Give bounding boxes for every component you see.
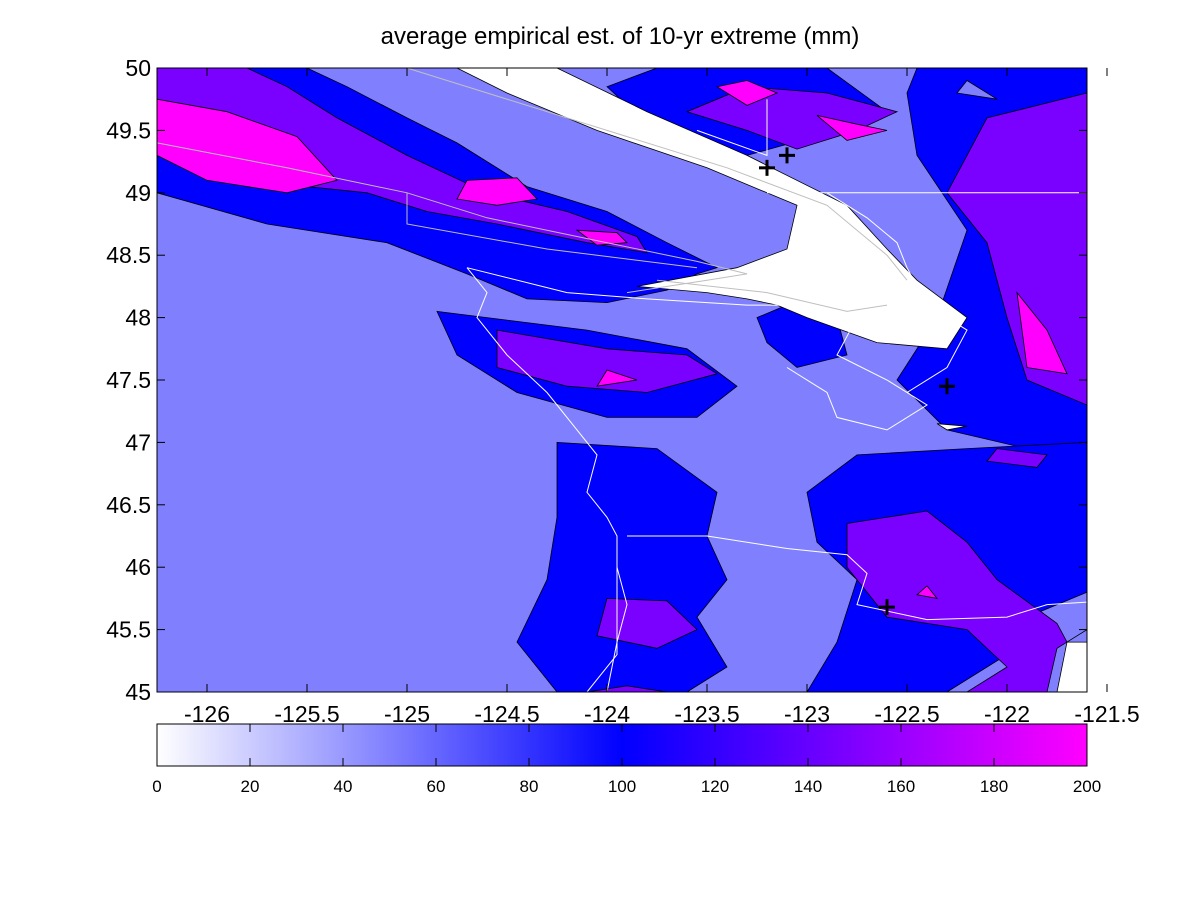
y-tick-label: 47.5 <box>106 367 151 393</box>
x-tick-label: -123.5 <box>674 701 739 727</box>
coastline <box>406 192 698 269</box>
contour-region-violet <box>846 510 1087 692</box>
x-tick-label: -123 <box>784 701 830 727</box>
x-tick-label: -124.5 <box>474 701 539 727</box>
colorbar-ticks: 0 20 40 60 80 100 120 140 160 180 200 <box>152 724 1101 796</box>
contour-region-magenta <box>456 177 538 206</box>
y-tick-label: 46 <box>125 554 151 580</box>
coastline <box>466 267 628 692</box>
contour-region-magenta <box>816 115 888 141</box>
y-tick-label: 50 <box>125 55 151 81</box>
contour-region-violet <box>157 68 648 254</box>
contour-region-magenta <box>1016 291 1068 375</box>
coastline <box>406 68 908 281</box>
y-tick-label: 49.5 <box>106 117 151 143</box>
colorbar-tick-label: 140 <box>794 777 822 796</box>
x-axis-ticks: -126 -125.5 -125 -124.5 -124 -123.5 -123 -122.5… <box>184 68 1140 727</box>
coastline <box>466 267 928 431</box>
y-tick-label: 48 <box>125 305 151 331</box>
x-tick-label: -122 <box>984 701 1030 727</box>
contour-region-light <box>956 79 998 100</box>
contour-region-violet <box>496 329 718 393</box>
coastline <box>586 548 618 692</box>
colorbar-tick-label: 40 <box>334 777 353 796</box>
colorbar-tick-label: 20 <box>241 777 260 796</box>
colorbar-tick-label: 160 <box>887 777 915 796</box>
contour-region-violet <box>946 92 1087 406</box>
coastline <box>696 99 768 157</box>
x-tick-label: -125 <box>384 701 430 727</box>
contour-region-white <box>936 423 968 431</box>
coastline <box>627 535 1087 621</box>
colorbar-tick-label: 60 <box>427 777 446 796</box>
station-marker <box>779 147 795 164</box>
y-tick-label: 45.5 <box>106 617 151 643</box>
chart-title: average empirical est. of 10-yr extreme … <box>381 23 860 50</box>
contour-region-magenta <box>157 98 338 194</box>
station-marker <box>939 378 955 395</box>
y-tick-label: 49 <box>125 180 151 206</box>
station-marker <box>759 159 775 176</box>
colorbar-tick-label: 120 <box>701 777 729 796</box>
y-axis-ticks: 45 45.5 46 46.5 47 47.5 48 48.5 49 49.5 50 <box>106 55 1087 705</box>
colorbar-tick-label: 180 <box>980 777 1008 796</box>
colorbar-tick-label: 200 <box>1073 777 1101 796</box>
x-tick-label: -125.5 <box>274 701 339 727</box>
contour-region-magenta <box>575 229 628 246</box>
station-marker <box>879 599 895 616</box>
coastlines <box>157 68 1087 692</box>
x-tick-label: -126 <box>184 701 230 727</box>
x-tick-label: -124 <box>584 701 630 727</box>
colorbar-tick-label: 80 <box>520 777 539 796</box>
plot-area: -126 -125.5 -125 -124.5 -124 -123.5 -123 -122.5… <box>106 55 1139 727</box>
contour-region-white <box>1056 641 1087 692</box>
coastline <box>157 142 748 294</box>
station-markers <box>759 147 955 616</box>
coastline <box>826 192 968 393</box>
contour-region-magenta <box>916 585 938 599</box>
contour-region-violet <box>986 448 1048 468</box>
contour-region-magenta <box>596 369 638 387</box>
contour-region-magenta <box>715 80 779 106</box>
y-tick-label: 47 <box>125 429 151 455</box>
contour-region-white <box>456 68 968 350</box>
coastline <box>656 279 888 312</box>
y-tick-label: 46.5 <box>106 492 151 518</box>
contour-region-violet <box>596 597 698 649</box>
colorbar-tick-label: 0 <box>152 777 161 796</box>
colorbar: 0 20 40 60 80 100 120 140 160 180 200 <box>152 723 1101 796</box>
x-tick-label: -121.5 <box>1074 701 1139 727</box>
contour-regions <box>157 68 1087 692</box>
colorbar-tick-label: 100 <box>608 777 636 796</box>
x-tick-label: -122.5 <box>874 701 939 727</box>
y-tick-label: 45 <box>125 679 151 705</box>
y-tick-label: 48.5 <box>106 242 151 268</box>
